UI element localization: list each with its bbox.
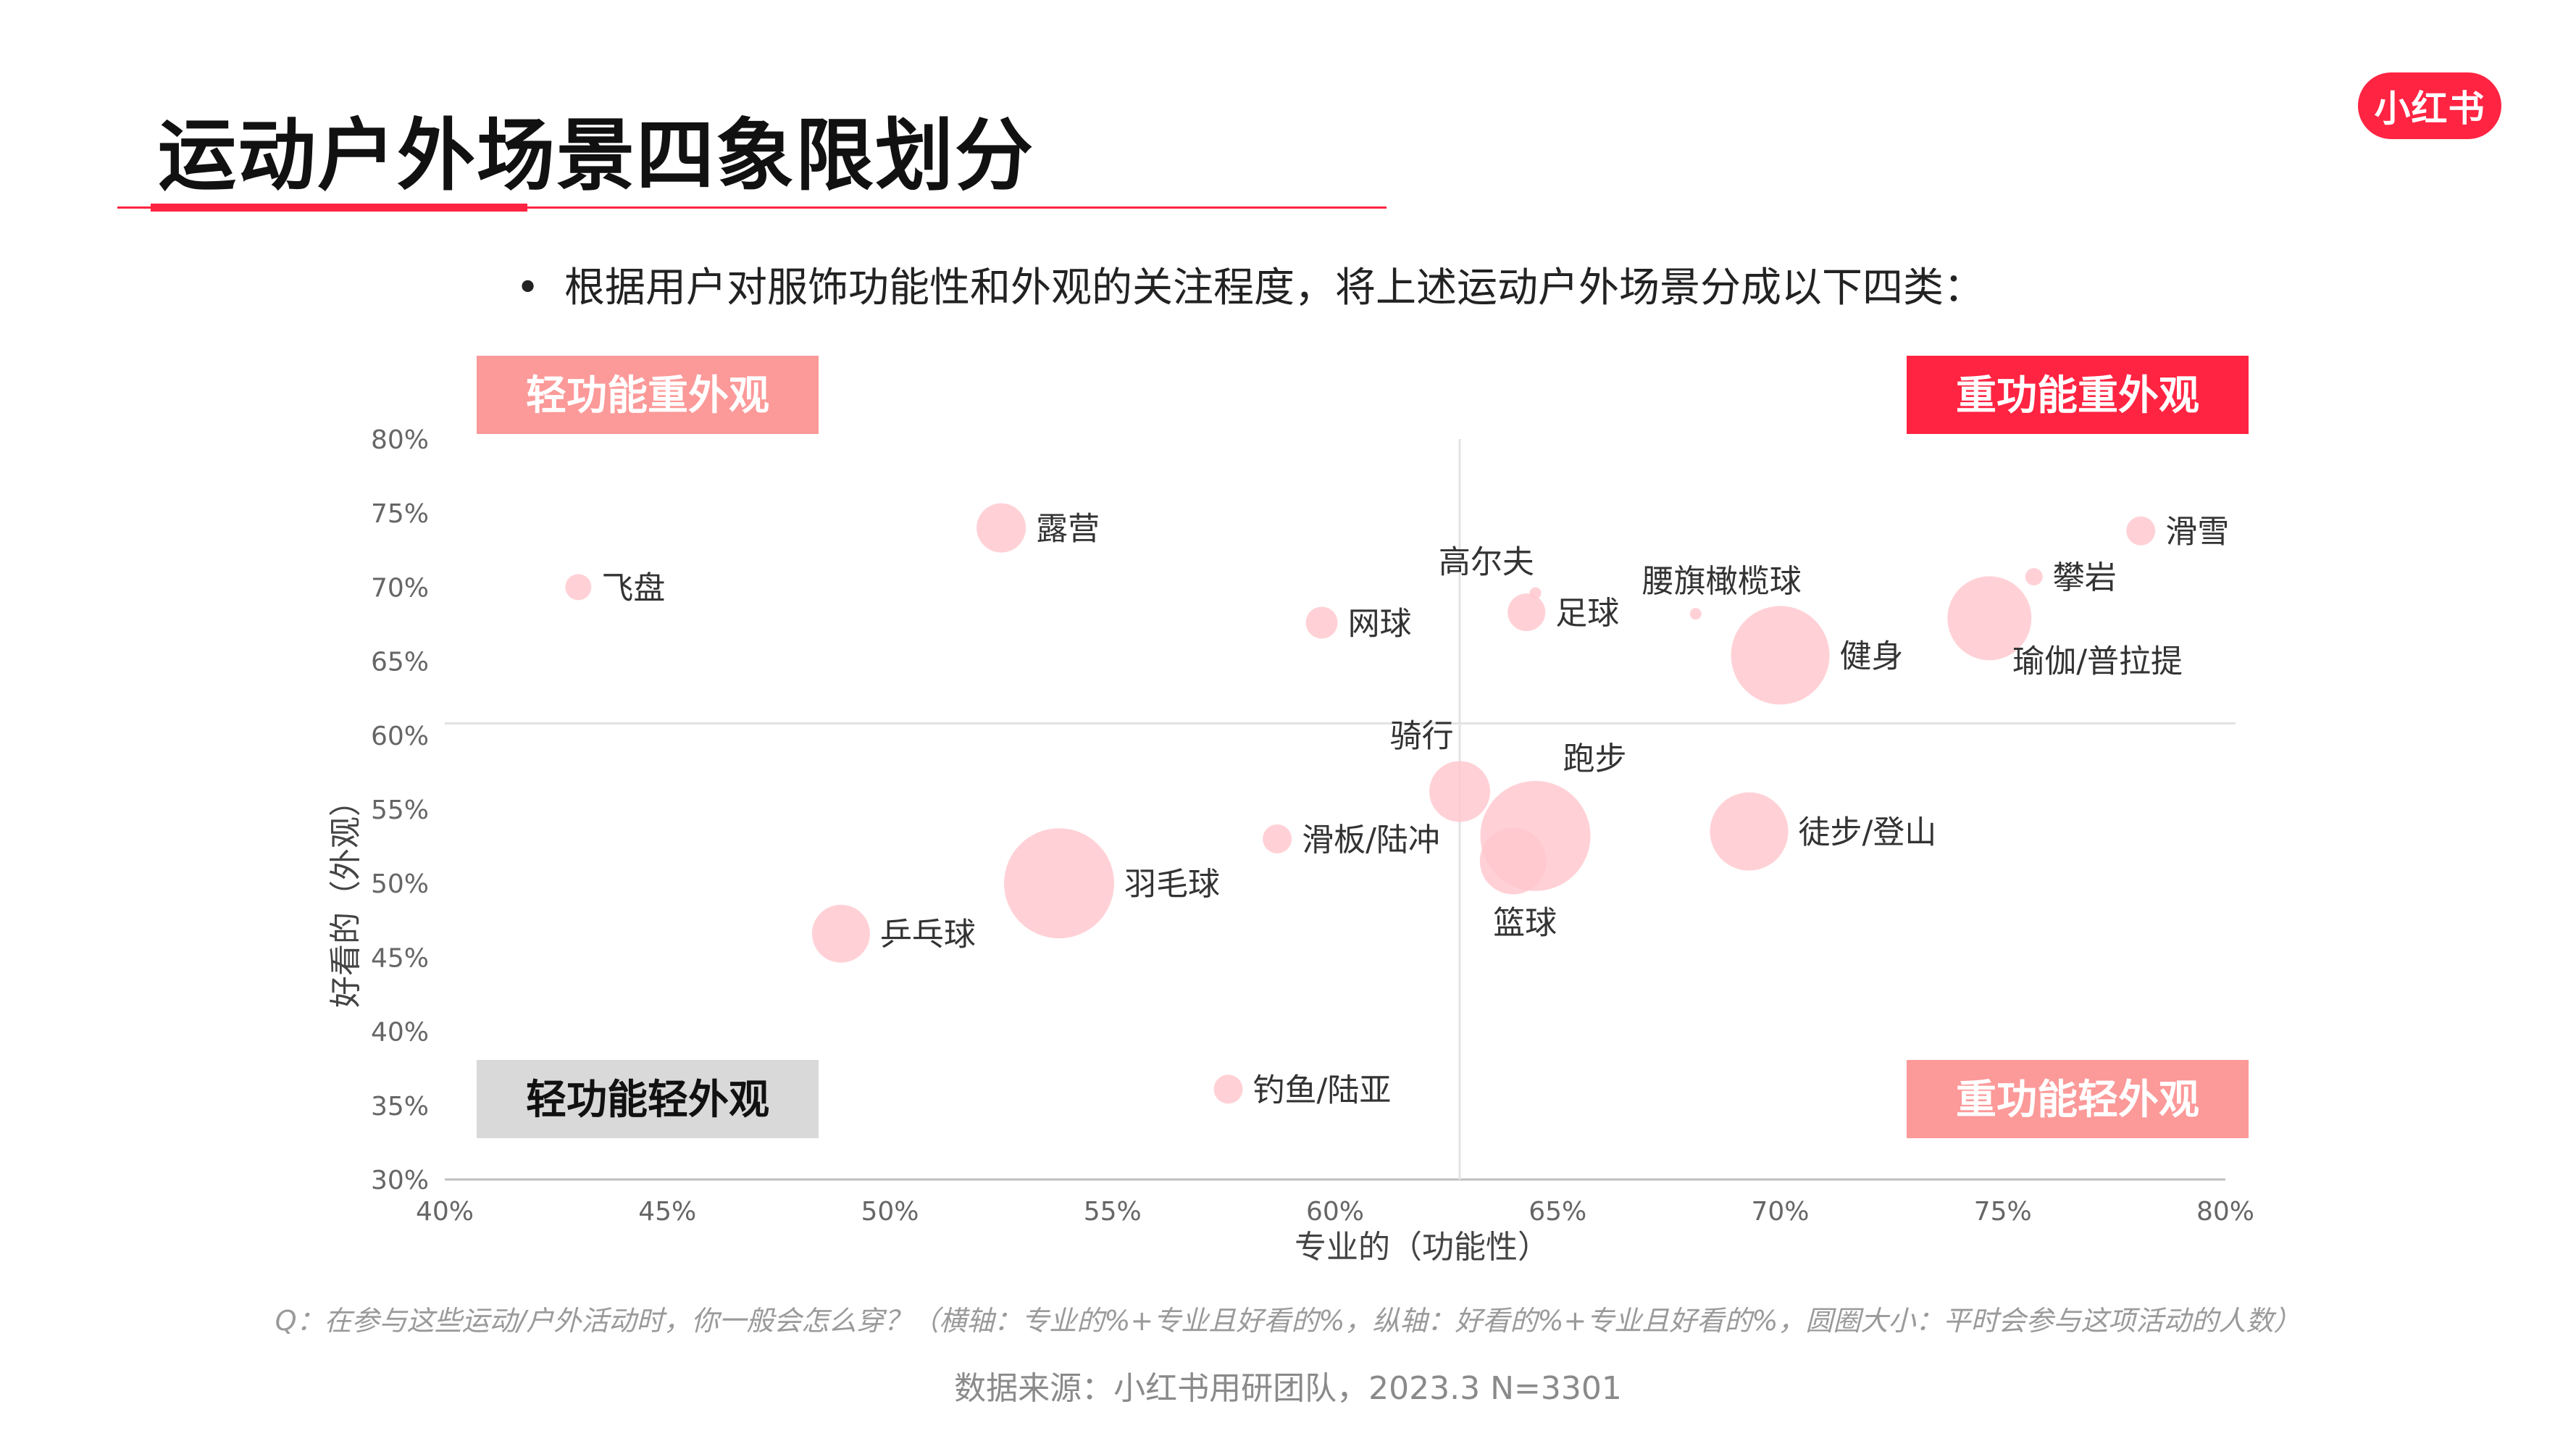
quadrant-label-box <box>477 356 819 434</box>
x-tick-label: 40% <box>416 1197 474 1227</box>
x-axis-title: 专业的（功能性） <box>1295 1229 1550 1266</box>
data-point-label: 乒乓球 <box>880 916 976 953</box>
data-point-bubble <box>565 574 592 601</box>
x-tick-label: 70% <box>1751 1197 1809 1227</box>
data-point-label: 滑雪 <box>2165 514 2229 551</box>
quadrant-label-box <box>1907 356 2249 434</box>
x-tick-label: 50% <box>861 1197 919 1227</box>
xiaohongshu-logo: 小红书 <box>2358 72 2501 139</box>
quadrant-label: 轻功能重外观 <box>526 372 769 419</box>
data-point-label: 跑步 <box>1563 740 1627 777</box>
page-title: 运动户外场景四象限划分 <box>158 111 1035 201</box>
bullet-icon: • <box>516 264 540 312</box>
quadrant-label-box <box>1907 1060 2249 1138</box>
data-point-bubble <box>1710 792 1789 871</box>
x-tick-label: 65% <box>1529 1197 1586 1227</box>
data-point-label: 健身 <box>1840 638 1904 675</box>
data-point-bubble <box>1479 827 1547 895</box>
data-point-label: 骑行 <box>1390 717 1454 754</box>
data-point-bubble <box>1263 824 1292 853</box>
data-point-label: 高尔夫 <box>1439 544 1534 581</box>
data-point-bubble <box>977 503 1026 553</box>
data-point-bubble <box>2025 568 2043 586</box>
y-tick-label: 75% <box>371 499 429 529</box>
data-point-bubble <box>1529 587 1542 599</box>
data-point-bubble <box>1305 606 1338 639</box>
x-tick-label: 55% <box>1084 1197 1142 1227</box>
y-tick-label: 30% <box>371 1166 429 1195</box>
data-point-bubble <box>1004 828 1115 939</box>
y-tick-label: 60% <box>371 722 429 751</box>
data-point-label: 瑜伽/普拉提 <box>2012 643 2183 680</box>
quadrant-label-box <box>477 1060 819 1138</box>
data-point-bubble <box>1689 608 1702 620</box>
y-tick-label: 80% <box>371 425 429 455</box>
y-tick-label: 35% <box>371 1092 429 1122</box>
data-point-label: 篮球 <box>1493 905 1557 942</box>
quadrant-label: 轻功能轻外观 <box>526 1077 769 1124</box>
y-tick-label: 50% <box>371 869 429 899</box>
data-point-bubble <box>1213 1074 1243 1104</box>
y-tick-label: 45% <box>371 943 429 973</box>
y-tick-label: 55% <box>371 796 429 825</box>
data-point-bubble <box>2126 516 2156 546</box>
data-point-bubble <box>811 904 870 963</box>
data-point-label: 飞盘 <box>601 569 665 606</box>
data-point-label: 徒步/登山 <box>1798 814 1936 851</box>
data-source: 数据来源：小红书用研团队，2023.3 N=3301 <box>954 1370 1622 1407</box>
y-axis-title: 好看的（外观） <box>327 785 364 1008</box>
y-tick-label: 40% <box>371 1018 429 1048</box>
data-point-label: 腰旗橄榄球 <box>1642 563 1802 600</box>
data-point-bubble <box>1731 606 1830 705</box>
subtitle-text: 根据用户对服饰功能性和外观的关注程度，将上述运动户外场景分成以下四类： <box>564 264 1985 312</box>
data-point-bubble <box>1947 576 2032 661</box>
subtitle: • 根据用户对服饰功能性和外观的关注程度，将上述运动户外场景分成以下四类： <box>516 255 1984 314</box>
data-point-label: 足球 <box>1555 595 1619 632</box>
x-tick-label: 80% <box>2196 1197 2254 1227</box>
y-tick-label: 65% <box>371 648 429 677</box>
data-point-label: 滑板/陆冲 <box>1302 822 1440 859</box>
data-point-label: 羽毛球 <box>1124 866 1220 903</box>
data-point-bubble <box>1507 593 1546 632</box>
x-tick-label: 60% <box>1306 1197 1364 1227</box>
title-underline-accent <box>151 204 527 212</box>
data-point-label: 网球 <box>1348 605 1412 642</box>
y-tick-label: 70% <box>371 573 429 603</box>
x-tick-label: 75% <box>1974 1197 2032 1227</box>
question-note: Q：在参与这些运动/户外活动时，你一般会怎么穿？（横轴：专业的%+专业且好看的%… <box>275 1305 2301 1337</box>
quadrant-label: 重功能轻外观 <box>1956 1077 2199 1124</box>
x-tick-label: 45% <box>638 1197 696 1227</box>
data-point-label: 露营 <box>1036 511 1100 548</box>
data-point-bubble <box>1429 761 1491 822</box>
title-underline <box>117 206 1387 209</box>
quadrant-label: 重功能重外观 <box>1956 372 2199 419</box>
data-point-label: 攀岩 <box>2053 559 2117 596</box>
data-point-label: 钓鱼/陆亚 <box>1253 1072 1392 1108</box>
